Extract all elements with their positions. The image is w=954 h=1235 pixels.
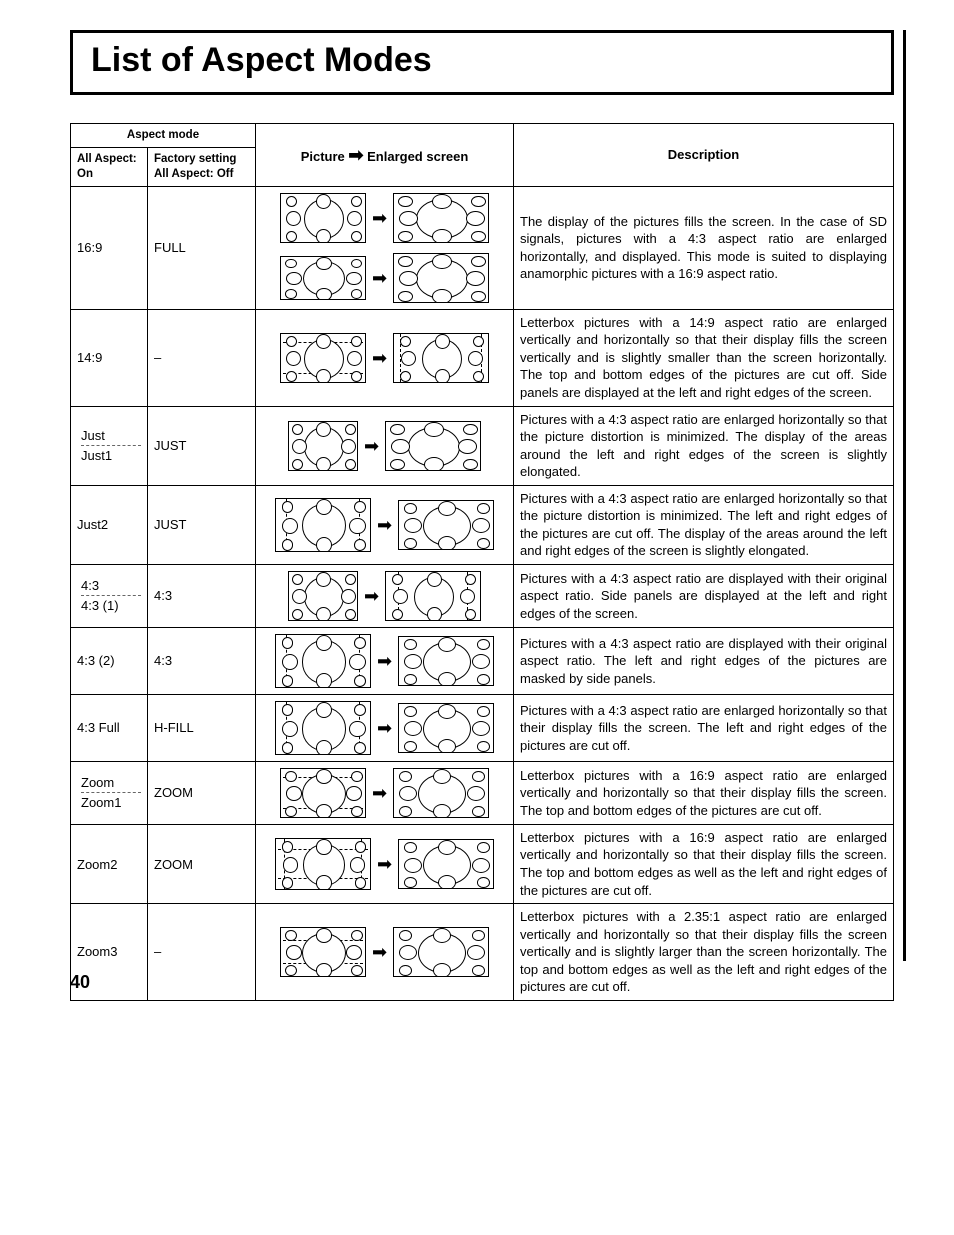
- mode-cell: Zoom2: [71, 824, 148, 903]
- title-box: List of Aspect Modes: [70, 30, 894, 95]
- description-cell: Pictures with a 4:3 aspect ratio are dis…: [514, 627, 894, 694]
- arrow-icon: ➡: [372, 943, 387, 961]
- table-row: ZoomZoom1ZOOM ➡ Letterbox pictures with a …: [71, 761, 894, 824]
- diagram: ➡: [280, 333, 489, 383]
- header-description: Description: [514, 124, 894, 187]
- mode-cell: Just2: [71, 485, 148, 564]
- right-margin-rule: [903, 30, 906, 961]
- diagram-cell: ➡: [256, 694, 514, 761]
- header-all-aspect-on: All Aspect: On: [71, 147, 148, 186]
- diagram: ➡: [288, 571, 481, 621]
- arrow-icon: ➡: [364, 437, 379, 455]
- page-title: List of Aspect Modes: [91, 41, 873, 80]
- diagram-cell: ➡: [256, 761, 514, 824]
- table-row: 16:9FULL➡➡The display of the pictures fi…: [71, 186, 894, 309]
- header-picture: Picture ➡ Enlarged screen: [256, 124, 514, 187]
- arrow-icon: ➡: [372, 349, 387, 367]
- arrow-icon: ➡: [372, 269, 387, 287]
- table-row: Zoom3–➡Letterbox pictures with a 2.35:1 …: [71, 904, 894, 1001]
- table-row: 4:3 (2)4:3 ➡ Pictures with a 4:3 aspect ra…: [71, 627, 894, 694]
- diagram: ➡: [275, 498, 494, 552]
- mode-cell: ZoomZoom1: [71, 761, 148, 824]
- factory-cell: ZOOM: [148, 824, 256, 903]
- description-cell: Letterbox pictures with a 2.35:1 aspect …: [514, 904, 894, 1001]
- diagram-cell: ➡: [256, 564, 514, 627]
- diagram: ➡: [280, 768, 489, 818]
- page-number: 40: [70, 972, 90, 993]
- diagram: ➡: [280, 927, 489, 977]
- description-cell: Pictures with a 4:3 aspect ratio are enl…: [514, 694, 894, 761]
- mode-cell: JustJust1: [71, 406, 148, 485]
- diagram-cell: ➡: [256, 406, 514, 485]
- factory-cell: H-FILL: [148, 694, 256, 761]
- header-factory: Factory setting All Aspect: Off: [148, 147, 256, 186]
- diagram-cell: ➡: [256, 627, 514, 694]
- arrow-icon: ➡: [372, 784, 387, 802]
- factory-cell: FULL: [148, 186, 256, 309]
- table-row: 14:9– ➡ Letterbox pictures with a 14:9 asp…: [71, 309, 894, 406]
- description-cell: Pictures with a 4:3 aspect ratio are enl…: [514, 485, 894, 564]
- description-cell: Letterbox pictures with a 16:9 aspect ra…: [514, 761, 894, 824]
- table-row: 4:3 FullH-FILL ➡ Pictures with a 4:3 aspec…: [71, 694, 894, 761]
- description-cell: Letterbox pictures with a 16:9 aspect ra…: [514, 824, 894, 903]
- page: List of Aspect Modes Aspect mode Picture…: [0, 0, 954, 1021]
- factory-cell: –: [148, 309, 256, 406]
- arrow-icon: ➡: [377, 516, 392, 534]
- diagram-cell: ➡: [256, 309, 514, 406]
- factory-cell: ZOOM: [148, 761, 256, 824]
- factory-cell: –: [148, 904, 256, 1001]
- header-aspect-mode: Aspect mode: [71, 124, 256, 148]
- diagram-cell: ➡: [256, 824, 514, 903]
- diagram-cell: ➡➡: [256, 186, 514, 309]
- factory-cell: JUST: [148, 406, 256, 485]
- arrow-icon: ➡: [377, 855, 392, 873]
- mode-cell: 16:9: [71, 186, 148, 309]
- factory-cell: JUST: [148, 485, 256, 564]
- mode-cell: 14:9: [71, 309, 148, 406]
- arrow-icon: ➡: [377, 652, 392, 670]
- factory-cell: 4:3: [148, 627, 256, 694]
- arrow-icon: ➡: [348, 145, 363, 165]
- aspect-table: Aspect mode Picture ➡ Enlarged screen De…: [70, 123, 894, 1001]
- mode-cell: 4:3 Full: [71, 694, 148, 761]
- diagram: ➡: [275, 634, 494, 688]
- arrow-icon: ➡: [377, 719, 392, 737]
- arrow-icon: ➡: [372, 209, 387, 227]
- table-row: 4:34:3 (1)4:3 ➡ Pictures with a 4:3 aspect…: [71, 564, 894, 627]
- diagram-cell: ➡: [256, 904, 514, 1001]
- factory-cell: 4:3: [148, 564, 256, 627]
- diagram: ➡: [275, 838, 494, 890]
- mode-cell: 4:3 (2): [71, 627, 148, 694]
- diagram: ➡➡: [262, 191, 507, 305]
- mode-cell: 4:34:3 (1): [71, 564, 148, 627]
- diagram: ➡: [275, 701, 494, 755]
- description-cell: Letterbox pictures with a 14:9 aspect ra…: [514, 309, 894, 406]
- table-row: Just2JUST ➡ Pictures with a 4:3 aspect rat…: [71, 485, 894, 564]
- description-cell: Pictures with a 4:3 aspect ratio are enl…: [514, 406, 894, 485]
- description-cell: Pictures with a 4:3 aspect ratio are dis…: [514, 564, 894, 627]
- diagram: ➡: [288, 421, 481, 471]
- table-row: JustJust1JUST ➡ Pictures with a 4:3 aspect…: [71, 406, 894, 485]
- table-row: Zoom2ZOOM ➡ Letterbox pictures with a 16:9…: [71, 824, 894, 903]
- description-cell: The display of the pictures fills the sc…: [514, 186, 894, 309]
- diagram-cell: ➡: [256, 485, 514, 564]
- arrow-icon: ➡: [364, 587, 379, 605]
